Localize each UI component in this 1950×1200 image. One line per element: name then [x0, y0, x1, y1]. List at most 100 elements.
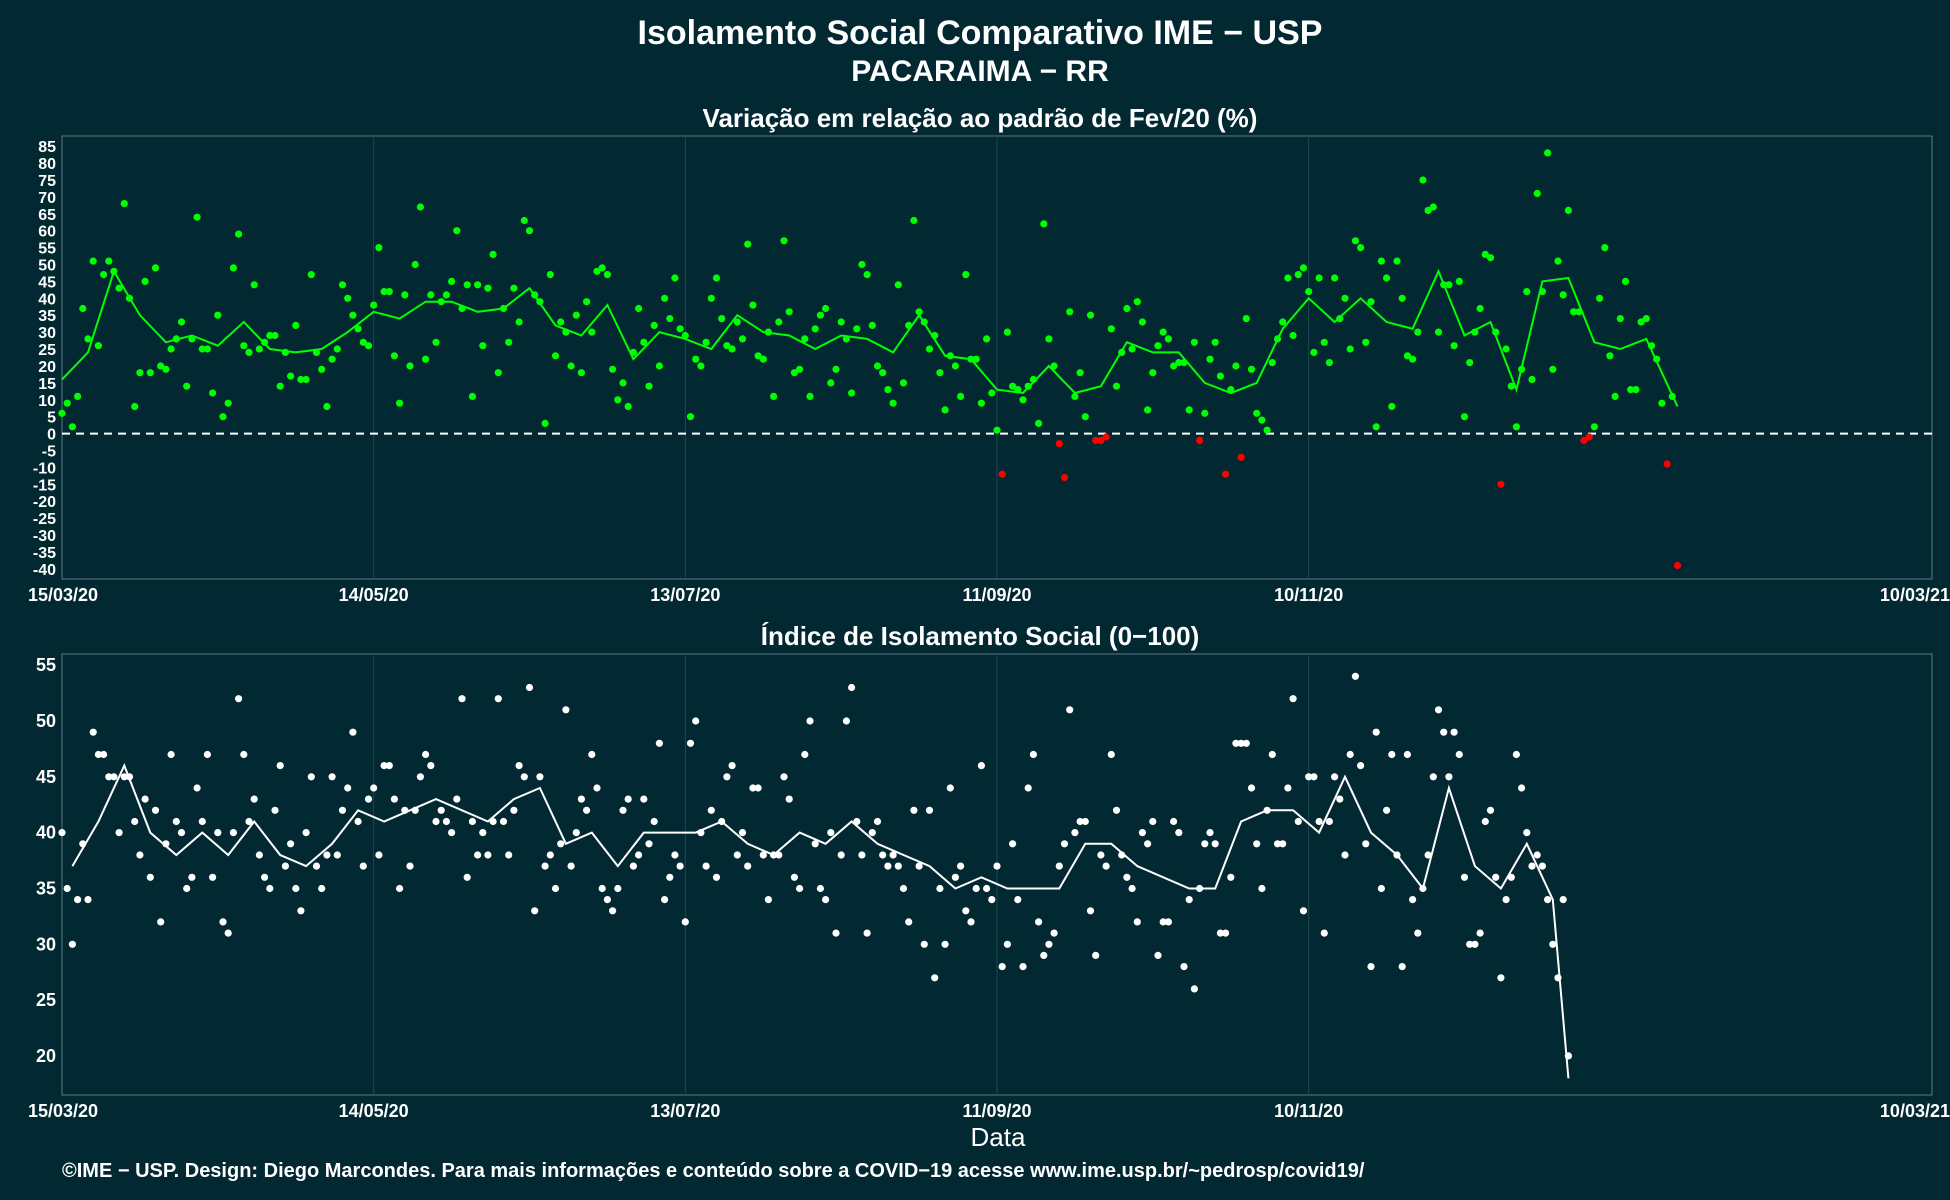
data-point — [58, 409, 66, 417]
data-point — [1596, 294, 1604, 302]
data-point — [816, 311, 825, 319]
data-point — [681, 331, 689, 340]
data-point — [1014, 386, 1022, 394]
data-point — [1102, 862, 1110, 870]
data-point — [1471, 940, 1479, 948]
data-point — [1009, 840, 1017, 848]
data-point — [292, 884, 300, 893]
y-tick-label: -5 — [42, 443, 56, 460]
data-point — [463, 873, 471, 881]
data-point — [1237, 739, 1245, 747]
data-point — [281, 862, 289, 870]
data-point — [1003, 940, 1012, 948]
data-point — [1341, 294, 1349, 302]
y-tick-label: 20 — [38, 359, 56, 376]
data-point — [468, 392, 476, 400]
data-point — [983, 335, 991, 343]
data-point — [754, 784, 762, 792]
data-point — [1559, 291, 1567, 299]
data-point — [884, 386, 892, 394]
data-point — [635, 851, 643, 859]
data-point — [1159, 328, 1167, 336]
data-point — [1372, 728, 1380, 736]
data-point — [1128, 884, 1136, 893]
data-point — [198, 817, 206, 826]
y-tick-label: 55 — [38, 241, 56, 258]
data-point — [1279, 318, 1287, 326]
x-tick-label: 11/09/20 — [962, 585, 1031, 605]
data-point — [120, 773, 128, 781]
data-point — [203, 345, 211, 353]
data-point — [1492, 873, 1500, 881]
data-point — [499, 817, 508, 826]
data-point — [858, 851, 866, 859]
data-point — [1097, 851, 1105, 859]
data-point — [1175, 829, 1183, 837]
data-point — [458, 304, 466, 313]
data-point — [1253, 840, 1261, 848]
data-point — [541, 862, 549, 870]
data-point — [375, 244, 383, 252]
x-tick-label: 15/03/20 — [28, 1101, 98, 1121]
data-point — [219, 918, 227, 926]
data-point — [567, 362, 575, 370]
data-point — [583, 298, 591, 306]
data-point — [292, 321, 300, 329]
y-tick-label: 25 — [36, 990, 56, 1010]
moving-average-line — [61, 268, 1679, 407]
data-point — [146, 369, 154, 377]
data-point — [1471, 328, 1479, 336]
data-point — [100, 750, 108, 759]
data-point — [245, 817, 253, 826]
data-point — [1273, 335, 1282, 343]
data-point — [1247, 784, 1256, 792]
data-point — [219, 413, 227, 421]
data-point — [1398, 963, 1406, 971]
data-point — [1206, 829, 1214, 837]
y-tick-label: 70 — [38, 190, 56, 207]
x-tick-label: 14/05/20 — [339, 585, 409, 605]
data-point — [1315, 817, 1323, 826]
data-point — [364, 795, 373, 803]
data-point — [1388, 402, 1396, 411]
data-point — [1616, 315, 1624, 323]
data-point — [562, 328, 570, 336]
data-point — [396, 399, 404, 407]
data-point — [110, 773, 118, 781]
data-point — [349, 728, 357, 736]
data-point — [1050, 929, 1058, 937]
data-point — [58, 829, 66, 837]
data-point — [1071, 392, 1079, 400]
data-point — [1092, 436, 1100, 444]
data-point — [385, 762, 393, 770]
data-point — [131, 402, 139, 411]
data-point — [318, 365, 326, 373]
data-point — [131, 817, 139, 826]
data-point — [920, 318, 928, 326]
data-point — [1190, 985, 1198, 993]
data-point — [1440, 728, 1448, 736]
data-point — [1273, 840, 1282, 848]
data-point — [125, 294, 134, 302]
data-point — [105, 257, 113, 265]
x-tick-label: 15/03/20 — [28, 585, 98, 605]
data-point — [214, 311, 222, 319]
data-point — [770, 851, 778, 859]
data-point — [1045, 940, 1053, 948]
data-point — [427, 762, 435, 770]
data-point — [1055, 440, 1063, 448]
data-point — [744, 862, 752, 870]
data-point — [671, 851, 679, 859]
data-point — [162, 840, 170, 848]
data-point — [915, 308, 923, 316]
data-point — [1003, 328, 1012, 336]
data-point — [370, 784, 378, 792]
data-point — [1570, 308, 1578, 316]
data-point — [541, 419, 549, 427]
data-point — [640, 338, 648, 346]
data-point — [520, 216, 528, 225]
data-point — [712, 873, 721, 881]
data-point — [209, 873, 217, 881]
data-point — [302, 375, 310, 384]
data-point — [489, 250, 497, 258]
